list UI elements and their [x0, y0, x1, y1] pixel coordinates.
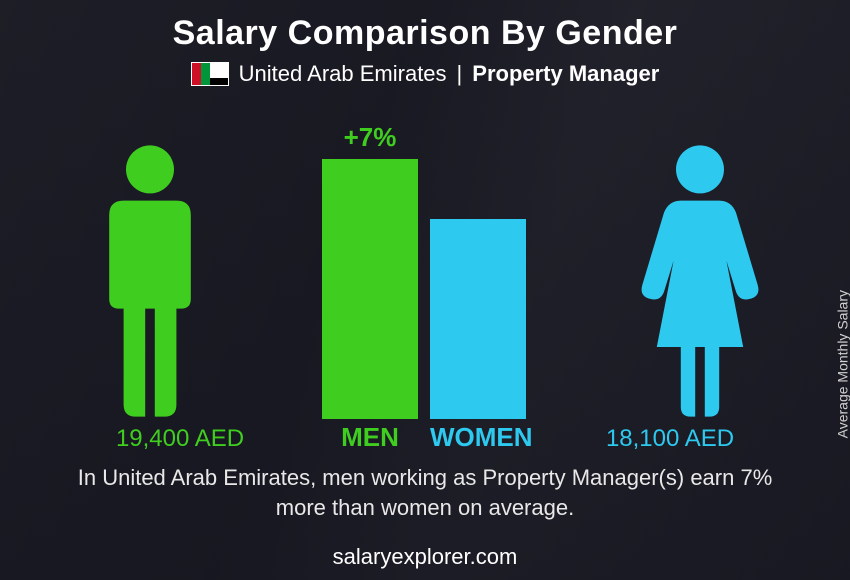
male-person-icon	[90, 143, 210, 419]
uae-flag-icon	[191, 62, 229, 86]
men-salary-value: 19,400 AED	[80, 425, 280, 453]
chart-area: +7% 19,400 AED MEN WOMEN 18,100 AED	[0, 97, 850, 457]
caption-text: In United Arab Emirates, men working as …	[0, 463, 850, 522]
women-label: WOMEN	[430, 422, 526, 453]
women-salary-value: 18,100 AED	[570, 425, 770, 453]
country-label: United Arab Emirates	[239, 61, 447, 87]
chart-title: Salary Comparison By Gender	[0, 14, 850, 53]
separator: |	[457, 61, 463, 87]
men-label: MEN	[322, 422, 418, 453]
subtitle-row: United Arab Emirates | Property Manager	[0, 61, 850, 87]
footer-site: salaryexplorer.com	[0, 544, 850, 570]
bar-men	[322, 159, 418, 419]
bar-women	[430, 219, 526, 419]
female-person-icon	[640, 143, 760, 419]
pct-label-men: +7%	[322, 122, 418, 153]
y-axis-label: Average Monthly Salary	[834, 290, 850, 438]
job-title: Property Manager	[472, 61, 659, 87]
